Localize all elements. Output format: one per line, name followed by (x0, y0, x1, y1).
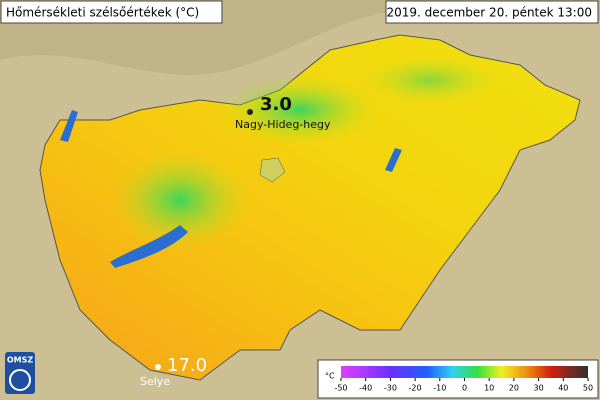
legend-tick-label: 10 (484, 384, 494, 393)
station-name: Nagy-Hideg-hegy (235, 118, 331, 131)
cool-area (110, 150, 250, 250)
legend-tick-label: 30 (534, 384, 544, 393)
legend-tick-label: 50 (583, 384, 593, 393)
legend-tick-label: 40 (558, 384, 568, 393)
map-title: Hőmérsékleti szélsőértékek (°C) (6, 6, 199, 20)
lake-tisza (385, 148, 402, 172)
title-box (0, 0, 223, 24)
legend-tick-label: -50 (334, 384, 347, 393)
lake-ferto (60, 110, 78, 142)
legend-tick-label: 0 (462, 384, 467, 393)
logo-emblem (9, 369, 31, 391)
map-datetime: 2019. december 20. péntek 13:00 (386, 6, 592, 20)
legend-tick-label: 20 (509, 384, 519, 393)
station-value: 3.0 (260, 94, 292, 115)
station-marker (247, 109, 253, 115)
legend-unit: °C (325, 372, 335, 381)
station-name: Selye (140, 375, 170, 388)
lake-balaton (110, 225, 188, 268)
station-marker (155, 364, 161, 370)
datetime-box (385, 0, 599, 24)
cool-area (220, 75, 380, 145)
legend-tick-label: -10 (433, 384, 446, 393)
budapest (259, 157, 286, 183)
station-value: 17.0 (167, 355, 207, 376)
logo-text: OMSZ (7, 356, 34, 365)
legend-colorbar (341, 366, 588, 378)
legend-tick-label: -30 (384, 384, 397, 393)
legend-tick-label: -40 (359, 384, 372, 393)
legend-tick-label: -20 (409, 384, 422, 393)
cool-area (360, 55, 500, 105)
logo-box (5, 352, 35, 394)
